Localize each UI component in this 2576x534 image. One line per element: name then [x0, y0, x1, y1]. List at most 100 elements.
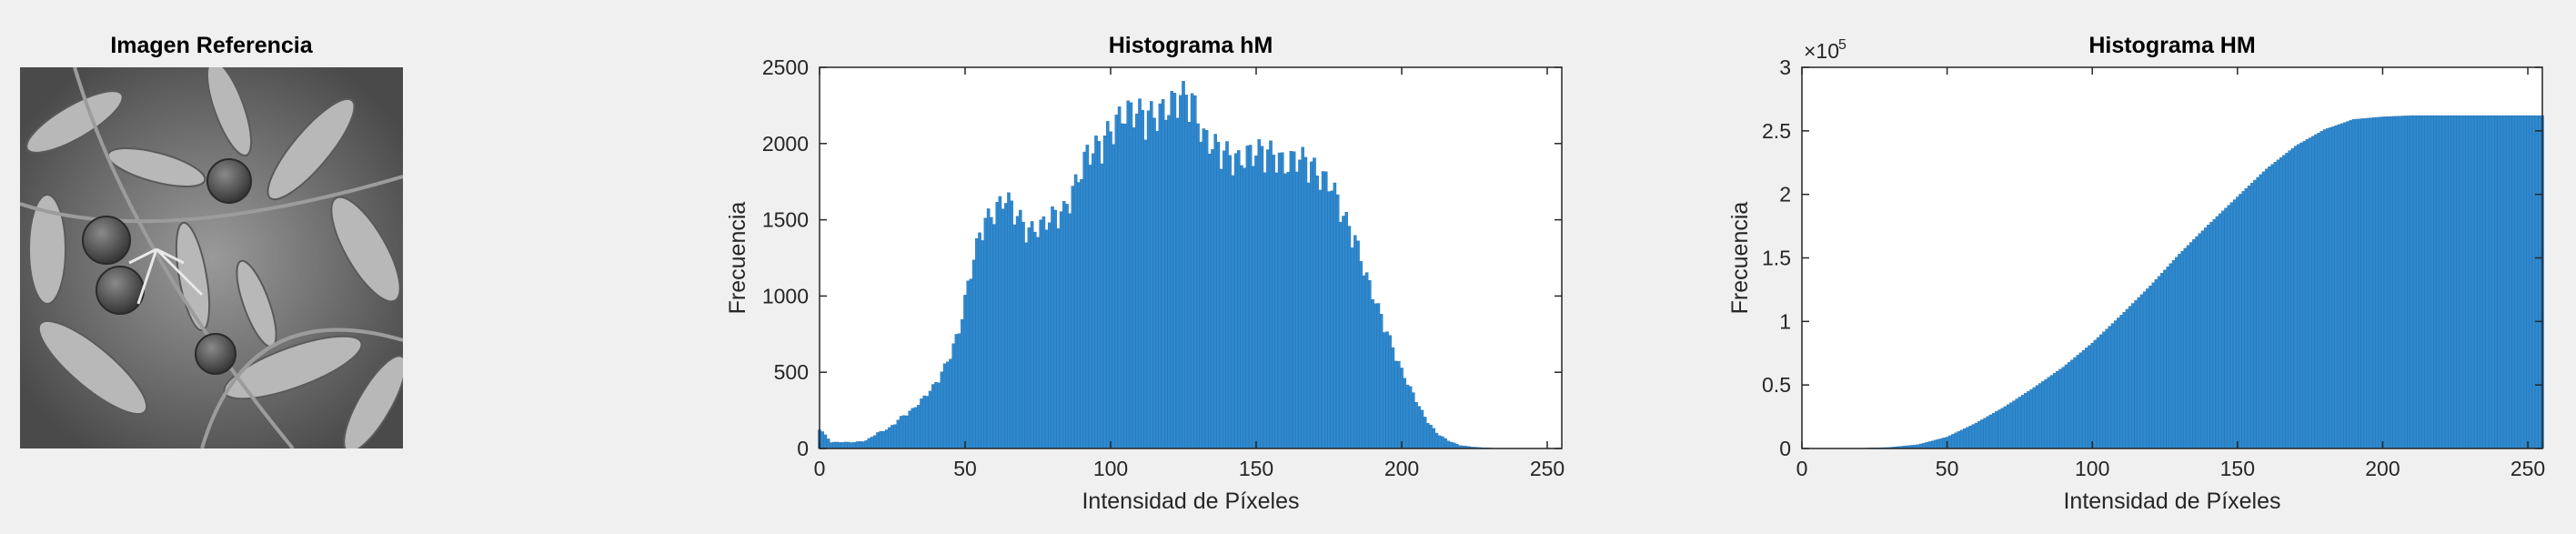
HM-bar — [2035, 385, 2039, 449]
HM-bar — [2122, 311, 2127, 449]
HM-bar — [2166, 267, 2169, 449]
HM-bar — [2331, 126, 2335, 449]
HM-bar — [2259, 174, 2263, 449]
HM-bar — [2488, 115, 2492, 449]
HM-bar — [2096, 337, 2100, 449]
HM-bar — [1962, 428, 1967, 449]
HM-bar — [2264, 168, 2269, 449]
HM-bar — [2038, 383, 2042, 449]
HM-bar — [2360, 118, 2364, 449]
HM-bar — [2073, 357, 2077, 449]
HM-bar — [2415, 115, 2420, 449]
HM-bar — [2151, 282, 2156, 449]
HM-y-tick-label: 1.5 — [1762, 247, 1791, 270]
HM-bar — [2410, 115, 2414, 449]
HM-bar — [2529, 115, 2532, 449]
HM-bar — [2398, 116, 2402, 449]
HM-bar — [2297, 144, 2300, 449]
HM-bar — [2383, 116, 2388, 449]
HM-bar — [2119, 315, 2123, 449]
HM-bar — [2142, 291, 2147, 449]
HM-bar — [2125, 308, 2129, 449]
HM-bar — [2212, 218, 2217, 449]
HM-bar — [2009, 402, 2013, 449]
HM-bar — [2139, 294, 2144, 449]
HM-bar — [2227, 205, 2231, 449]
HM-bar — [2490, 115, 2495, 449]
HM-bar — [2020, 395, 2025, 449]
HM-bar — [2003, 406, 2007, 449]
HM-bar — [2329, 127, 2332, 449]
hM-y-tick-label: 2000 — [762, 132, 809, 156]
HM-bar — [2099, 334, 2103, 449]
reference-image — [20, 67, 403, 448]
HM-bar — [2448, 115, 2451, 449]
HM-bar — [2049, 375, 2054, 449]
HM-bar — [2250, 182, 2254, 449]
HM-bar — [2047, 377, 2051, 449]
HM-bar — [2154, 279, 2158, 449]
HM-bar — [2221, 210, 2225, 449]
HM-bar — [2494, 115, 2498, 449]
HM-bar — [2349, 120, 2353, 449]
HM-bar — [2105, 328, 2108, 449]
HM-bar — [1977, 421, 1981, 449]
HM-bar — [2268, 166, 2271, 449]
hM-x-tick-label: 250 — [1530, 457, 1565, 480]
hM-x-tick-label: 50 — [953, 457, 977, 480]
HM-bar — [2081, 349, 2086, 449]
HM-bar — [2319, 131, 2324, 449]
HM-bar — [2058, 368, 2062, 449]
HM-bar — [2192, 239, 2196, 449]
HM-bar — [1919, 443, 1923, 449]
HM-bar — [2480, 115, 2483, 449]
HM-bar — [2390, 116, 2393, 449]
HM-bar — [2044, 378, 2048, 449]
HM-bar — [2224, 207, 2228, 449]
HM-bar — [2232, 199, 2237, 449]
HM-bar — [2093, 339, 2098, 449]
HM-bar — [1988, 414, 1993, 449]
hM-y-tick-label: 1500 — [762, 208, 809, 232]
HM-bar — [2064, 364, 2068, 449]
HM-bar — [2229, 202, 2234, 449]
HM-bar — [2322, 129, 2327, 449]
HM-bar — [2346, 121, 2350, 449]
HM-bar — [2433, 115, 2437, 449]
hM-y-tick-label: 2500 — [762, 55, 809, 79]
HM-bar — [1986, 416, 1990, 449]
HM-bar — [2358, 118, 2361, 449]
HM-x-tick-label: 0 — [1796, 457, 1808, 480]
HM-bar — [2207, 225, 2210, 449]
HM-y-tick-label: 1 — [1779, 309, 1791, 333]
HM-bar — [2470, 115, 2475, 449]
HM-bar — [2378, 116, 2382, 449]
HM-bar — [2102, 331, 2106, 449]
HM-bar — [2375, 116, 2379, 449]
reference-image-title: Imagen Referencia — [110, 33, 313, 58]
HM-bar — [2198, 233, 2202, 449]
HM-bar — [1974, 422, 1978, 449]
HM-bar — [2366, 117, 2370, 449]
HM-bar — [2215, 216, 2219, 449]
HM-bar — [2485, 115, 2490, 449]
HM-bar — [2509, 115, 2512, 449]
HM-bar — [2392, 116, 2396, 449]
HM-bar — [2032, 387, 2037, 449]
HM-bar — [2401, 116, 2405, 449]
HM-bar — [2067, 362, 2071, 449]
HM-bar — [2113, 320, 2118, 449]
HM-bar — [2526, 115, 2530, 449]
HM-x-axis-label: Intensidad de Píxeles — [2063, 489, 2280, 514]
HM-bar — [2180, 250, 2184, 449]
HM-bar — [2018, 397, 2022, 449]
HM-bar — [2427, 115, 2431, 449]
HM-bar — [2163, 269, 2167, 449]
HM-bar — [2317, 132, 2320, 449]
hM-y-axis-label: Frecuencia — [725, 202, 750, 315]
HM-bar — [2247, 185, 2251, 449]
HM-bar — [2256, 176, 2259, 449]
HM-bar — [2477, 115, 2480, 449]
HM-bar — [2203, 227, 2208, 449]
HM-bar — [2236, 196, 2239, 449]
